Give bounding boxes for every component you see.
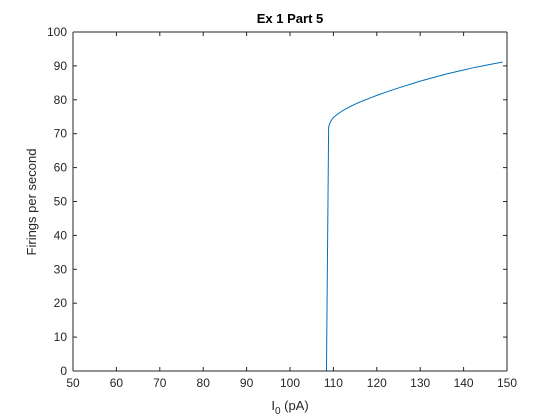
x-tick-label: 90 [240, 376, 254, 390]
x-tick-label: 80 [197, 376, 211, 390]
x-tick-label: 70 [153, 376, 167, 390]
x-axis-title-subscript: 0 [275, 406, 281, 417]
plot-background [73, 32, 507, 371]
y-tick-label: 0 [60, 364, 67, 378]
x-tick-label: 140 [454, 376, 474, 390]
x-tick-label: 150 [497, 376, 517, 390]
x-tick-label: 130 [410, 376, 430, 390]
x-tick-label: 110 [324, 376, 343, 390]
y-tick-label: 20 [54, 296, 68, 310]
x-axis-title-suffix: (pA) [281, 398, 309, 413]
x-tick-label: 60 [110, 376, 124, 390]
x-tick-label: 100 [280, 376, 300, 390]
y-tick-label: 30 [54, 262, 68, 276]
y-tick-label: 70 [54, 127, 68, 141]
y-tick-label: 90 [54, 59, 68, 73]
y-tick-label: 100 [47, 25, 67, 39]
x-tick-label: 120 [367, 376, 387, 390]
plot-area: 50 60 70 80 90 100 110 120 130 140 150 0 10 20 30 40 50 6… [47, 25, 517, 390]
chart-title: Ex 1 Part 5 [257, 11, 324, 26]
y-tick-label: 10 [54, 330, 68, 344]
x-axis-title-main: I [271, 398, 275, 413]
y-tick-label: 40 [54, 228, 68, 242]
y-tick-label: 50 [54, 195, 68, 209]
y-tick-label: 60 [54, 161, 68, 175]
x-axis-title: I0 (pA) [271, 398, 308, 417]
y-axis-title: Firings per second [24, 149, 39, 256]
x-tick-label: 50 [66, 376, 80, 390]
y-tick-label: 80 [54, 93, 68, 107]
